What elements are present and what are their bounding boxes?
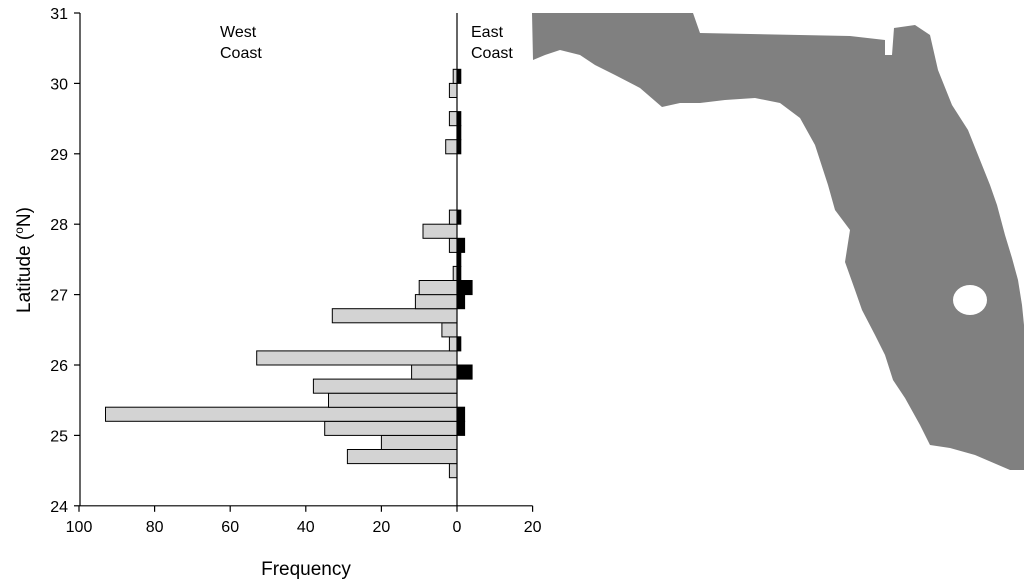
lake-okeechobee xyxy=(953,285,987,315)
east-bar xyxy=(456,280,473,296)
east-coast-label-line2: Coast xyxy=(471,45,513,62)
east-coast-label-line1: East xyxy=(471,24,504,41)
east-bar xyxy=(456,364,473,380)
x-tick-label: 0 xyxy=(453,519,462,536)
ticks: 100 80 60 40 20 0 20 24 25 26 27 28 29 30 31 xyxy=(50,6,541,536)
west-bar xyxy=(441,322,458,338)
x-tick-label: 60 xyxy=(221,519,239,536)
west-bar xyxy=(448,209,458,225)
y-axis-title-sup: o xyxy=(12,227,26,234)
west-bar xyxy=(328,392,458,408)
west-bar xyxy=(331,308,458,324)
west-bar xyxy=(418,280,458,296)
east-bar xyxy=(456,294,466,310)
west-bar xyxy=(380,434,458,450)
west-bar xyxy=(105,406,458,422)
y-tick-label: 28 xyxy=(50,217,68,234)
y-axis-title: Latitude (oN) xyxy=(12,207,35,313)
west-bar xyxy=(411,364,458,380)
east-bar xyxy=(456,420,466,436)
florida-map xyxy=(532,13,1024,470)
y-tick-label: 30 xyxy=(50,76,68,93)
east-bar xyxy=(456,237,466,253)
west-bar xyxy=(414,294,458,310)
west-bar xyxy=(448,82,458,99)
west-bar xyxy=(256,350,458,366)
west-bar xyxy=(445,139,458,155)
florida-land xyxy=(532,13,1024,470)
west-coast-label-line2: Coast xyxy=(220,45,262,62)
x-axis-title: Frequency xyxy=(261,559,351,580)
west-bar xyxy=(448,111,458,127)
west-bar xyxy=(422,223,458,239)
east-coast-bars xyxy=(456,68,473,436)
y-tick-label: 26 xyxy=(50,358,68,375)
west-bar xyxy=(448,336,458,352)
x-tick-label: 20 xyxy=(373,519,391,536)
west-bar xyxy=(448,463,458,479)
west-bar xyxy=(448,237,458,253)
west-bar xyxy=(324,420,458,436)
x-tick-label: 20 xyxy=(524,519,542,536)
y-tick-label: 24 xyxy=(50,499,68,516)
x-tick-label: 100 xyxy=(66,519,93,536)
east-bar xyxy=(456,406,466,422)
y-axis-title-main: Latitude ( xyxy=(14,233,35,313)
latitude-frequency-chart: 100 80 60 40 20 0 20 24 25 26 27 28 29 30 31 Frequency… xyxy=(12,6,542,580)
west-bar xyxy=(312,378,458,394)
y-tick-label: 29 xyxy=(50,147,68,164)
west-bar xyxy=(346,449,458,465)
west-coast-label-line1: West xyxy=(220,24,257,41)
x-tick-label: 40 xyxy=(297,519,315,536)
y-tick-label: 31 xyxy=(50,6,68,23)
west-coast-bars xyxy=(105,68,458,479)
y-tick-label: 27 xyxy=(50,288,68,305)
y-tick-label: 25 xyxy=(50,428,68,445)
y-axis-title-end: N) xyxy=(14,207,35,227)
x-tick-label: 80 xyxy=(146,519,164,536)
